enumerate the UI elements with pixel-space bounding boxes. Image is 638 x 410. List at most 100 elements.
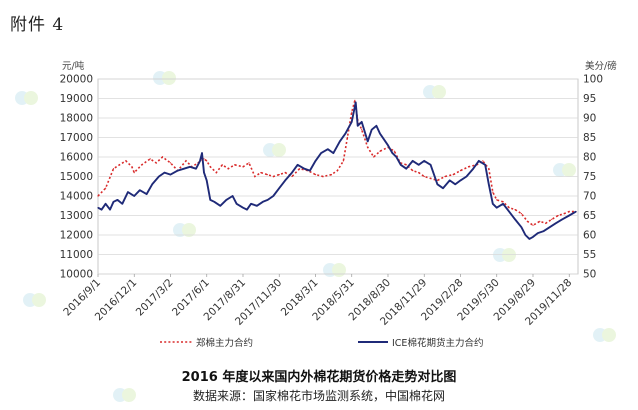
point-ice <box>297 164 299 166</box>
point-zhengzhou <box>467 166 470 168</box>
gridlines <box>98 78 578 275</box>
point-ice <box>225 199 227 201</box>
watermark-mark <box>272 143 286 157</box>
point-ice <box>151 183 153 185</box>
point-zhengzhou <box>452 174 454 176</box>
point-ice <box>272 195 274 197</box>
point-zhengzhou <box>206 160 208 162</box>
point-zhengzhou <box>260 172 262 174</box>
point-zhengzhou <box>367 146 369 148</box>
point-ice <box>472 168 474 170</box>
point-ice <box>492 203 494 205</box>
point-ice <box>514 218 516 220</box>
attachment-label: 附件 4 <box>10 15 65 35</box>
right-axis-ticks: 50 55 60 65 70 75 80 85 90 95 100 <box>583 74 603 281</box>
left-tick-label: 10000 <box>60 269 93 281</box>
point-zhengzhou <box>539 220 541 222</box>
watermark-mark <box>553 163 567 177</box>
point-zhengzhou <box>118 164 121 166</box>
point-ice <box>101 209 103 211</box>
left-tick-label: 16000 <box>60 152 93 164</box>
point-ice <box>379 133 381 135</box>
point-ice <box>250 203 252 205</box>
left-tick-label: 19000 <box>60 93 93 105</box>
point-ice <box>112 201 115 203</box>
point-ice <box>351 121 353 123</box>
point-ice <box>478 160 480 162</box>
point-zhengzhou <box>291 175 293 178</box>
watermark-mark <box>493 248 507 262</box>
point-zhengzhou <box>545 222 547 224</box>
point-ice <box>163 172 166 174</box>
point-ice <box>199 160 201 162</box>
point-zhengzhou <box>459 170 462 172</box>
point-zhengzhou <box>557 214 559 217</box>
point-ice <box>169 174 172 176</box>
legend-label-ice: ICE棉花期货主力合约 <box>392 337 483 349</box>
point-zhengzhou <box>502 201 504 203</box>
point-zhengzhou <box>125 160 127 162</box>
point-ice <box>449 179 451 181</box>
watermark-mark <box>24 91 38 105</box>
point-ice <box>412 160 414 162</box>
watermark-mark <box>23 293 37 307</box>
left-tick-label: 20000 <box>60 74 93 86</box>
point-ice <box>183 168 185 170</box>
point-zhengzhou <box>161 156 164 158</box>
point-ice <box>459 179 462 181</box>
point-zhengzhou <box>563 213 565 215</box>
left-tick-label: 17000 <box>60 132 93 144</box>
point-ice <box>508 211 510 213</box>
right-tick-label: 65 <box>583 210 596 222</box>
point-ice <box>418 164 420 166</box>
watermark-mark <box>162 71 176 85</box>
point-ice <box>256 205 258 207</box>
point-zhengzhou <box>342 160 344 162</box>
point-ice <box>405 168 407 170</box>
point-ice <box>320 152 322 154</box>
point-ice <box>528 238 531 240</box>
point-ice <box>387 144 389 146</box>
point-ice <box>367 140 369 142</box>
point-zhengzhou <box>169 162 172 164</box>
series-layer <box>97 99 577 240</box>
point-ice <box>430 164 432 166</box>
point-zhengzhou <box>393 150 395 152</box>
point-ice <box>209 199 211 201</box>
right-tick-label: 95 <box>583 93 596 105</box>
point-zhengzhou <box>405 164 407 166</box>
legend-label-zhengzhou: 郑棉主力合约 <box>196 337 253 349</box>
point-ice <box>146 193 148 195</box>
point-ice <box>206 179 208 181</box>
point-zhengzhou <box>234 164 236 166</box>
watermark-mark <box>593 328 607 342</box>
point-zhengzhou <box>227 168 229 170</box>
point-ice <box>488 183 490 185</box>
point-zhengzhou <box>418 172 420 174</box>
watermark-mark <box>263 143 277 157</box>
point-ice <box>303 168 305 170</box>
point-ice <box>109 209 111 211</box>
point-zhengzhou <box>520 213 523 215</box>
point-zhengzhou <box>508 207 510 209</box>
point-zhengzhou <box>346 136 348 139</box>
point-zhengzhou <box>112 168 115 170</box>
point-ice <box>236 203 238 205</box>
point-ice <box>502 203 504 205</box>
point-ice <box>291 172 293 174</box>
point-ice <box>139 189 141 191</box>
point-zhengzhou <box>97 195 99 197</box>
point-ice <box>105 203 107 205</box>
left-tick-label: 14000 <box>60 191 93 203</box>
point-zhengzhou <box>354 99 356 101</box>
watermark-mark <box>432 85 446 99</box>
point-ice <box>344 133 346 135</box>
right-tick-label: 75 <box>583 171 596 183</box>
chart-source: 数据来源：国家棉花市场监测系统，中国棉花网 <box>192 389 445 403</box>
watermark-mark <box>562 163 576 177</box>
point-ice <box>568 214 570 217</box>
x-axis-ticks: 2016/9/12016/12/12017/3/22017/6/12017/8/… <box>61 274 574 328</box>
point-zhengzhou <box>242 166 244 168</box>
point-zhengzhou <box>209 166 211 168</box>
